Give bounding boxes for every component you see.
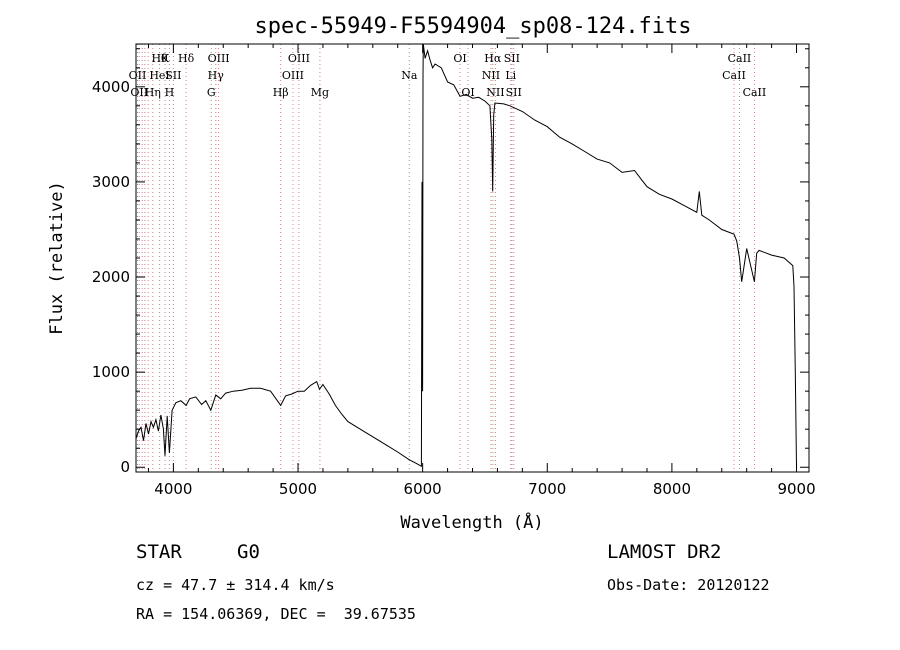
observation-date: Obs-Date: 20120122 (607, 576, 770, 594)
spectral-line-markers (136, 44, 755, 472)
line-marker-label: OIII (288, 52, 310, 65)
x-tick-label: 8000 (653, 480, 691, 498)
x-tick-label: 7000 (528, 480, 566, 498)
line-marker-label: K (161, 52, 170, 65)
line-marker-label: Mg (311, 86, 329, 99)
line-marker-label: Hη (145, 86, 161, 99)
line-marker-label: CaII (722, 69, 746, 82)
spectral-line-labels: OIIOIIHηHθHeIKHSIIHδGHγOIIIHβOIIIOIIIMgN… (129, 52, 767, 99)
x-tick-label: 6000 (404, 480, 442, 498)
line-marker-label: Hδ (178, 52, 195, 65)
y-tick-label: 0 (120, 458, 130, 476)
y-tick-label: 3000 (92, 173, 130, 191)
y-tick-label: 2000 (92, 268, 130, 286)
line-marker-label: Li (505, 69, 516, 82)
coordinates: RA = 154.06369, DEC = 39.67535 (136, 605, 416, 623)
line-marker-label: OI (461, 86, 474, 99)
x-tick-label: 9000 (777, 480, 815, 498)
line-marker-label: CaII (728, 52, 752, 65)
line-marker-label: HeI (149, 69, 169, 82)
line-marker-label: Hγ (208, 69, 225, 82)
object-subclass: G0 (237, 541, 260, 563)
line-marker-label: OII (130, 86, 148, 99)
line-marker-label: Hβ (273, 86, 289, 99)
y-tick-label: 1000 (92, 363, 130, 381)
y-axis-ticks: 0 1000 2000 3000 4000 (92, 48, 809, 476)
line-marker-label: Hθ (151, 52, 168, 65)
y-tick-label: 4000 (92, 78, 130, 96)
redshift-info: cz = 47.7 ± 314.4 km/s (136, 576, 335, 594)
line-marker-label: OIII (208, 52, 230, 65)
line-marker-label: SII (504, 52, 520, 65)
object-class: STAR (136, 541, 182, 563)
line-marker-label: NII (482, 69, 500, 82)
line-marker-label: SII (506, 86, 522, 99)
x-tick-label: 4000 (154, 480, 192, 498)
line-marker-label: NII (486, 86, 504, 99)
survey-name: LAMOST DR2 (607, 541, 722, 563)
line-marker-label: Hα (484, 52, 502, 65)
line-marker-label: OI (453, 52, 466, 65)
line-marker-label: OII (129, 69, 147, 82)
plot-frame (135, 43, 810, 473)
x-tick-label: 5000 (279, 480, 317, 498)
line-marker-label: Na (401, 69, 418, 82)
line-marker-label: H (165, 86, 175, 99)
x-axis-ticks: 4000 5000 6000 7000 8000 9000 (147, 44, 816, 498)
y-axis-label: Flux (relative) (47, 181, 67, 335)
chart-title: spec-55949-F5594904_sp08-124.fits (254, 14, 691, 39)
spectrum-line (135, 43, 797, 468)
line-marker-label: OIII (282, 69, 304, 82)
line-marker-label: G (207, 86, 216, 99)
line-marker-label: CaII (743, 86, 767, 99)
line-marker-label: SII (165, 69, 181, 82)
x-axis-label: Wavelength (Å) (400, 511, 543, 533)
